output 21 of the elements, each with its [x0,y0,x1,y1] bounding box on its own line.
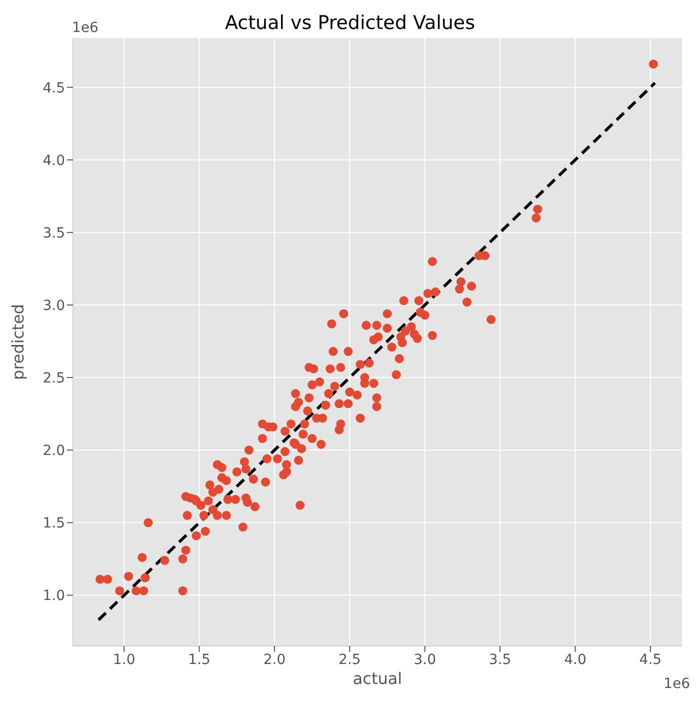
y-tick-label: 1.5 [42,516,65,532]
x-tick-label: 4.5 [639,652,662,668]
x-tick-label: 3.5 [488,652,512,668]
y-tick-label: 4.5 [42,80,65,96]
x-tick-label: 2.5 [338,652,361,668]
x-tick-label: 2.0 [263,652,286,668]
y-tick-label: 3.5 [42,225,65,242]
x-tick-label: 1.0 [112,652,136,668]
y-axis-title: predicted [8,304,28,380]
y-tick-label: 4.0 [42,152,65,169]
x-tick-label: 4.0 [564,652,586,668]
x-axis-title: actual [352,669,402,688]
x-tick-label: 3.0 [414,652,436,668]
text: 1e6 [664,676,690,692]
y-tick-label: 3.0 [42,298,65,314]
y-tick-label: 2.0 [42,443,65,460]
x-tick-label: 1.5 [188,652,210,668]
chart-title: Actual vs Predicted Values [224,12,476,34]
y-tick-label: 1.0 [42,588,65,604]
y-tick-label: 2.5 [42,370,65,387]
text: 1e6 [72,20,98,36]
